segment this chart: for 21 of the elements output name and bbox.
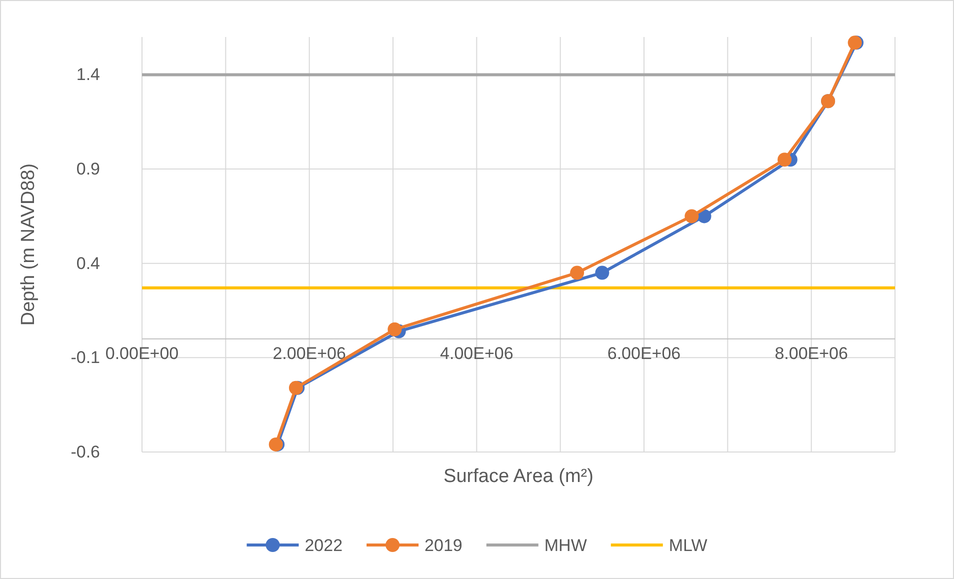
point: [684, 209, 699, 224]
y-tick-label: -0.6: [70, 442, 100, 462]
legend-label: MLW: [668, 536, 708, 555]
x-tick-label: 6.00E+06: [607, 344, 681, 363]
y-tick-label: 1.4: [76, 65, 100, 84]
y-tick-label: 0.4: [76, 254, 100, 273]
x-tick-label: 2.00E+06: [272, 344, 346, 363]
x-tick-label: 0.00E+00: [105, 344, 179, 363]
y-tick-label: -0.1: [70, 348, 100, 368]
y-axis-title: Depth (m NAVD88): [18, 163, 39, 326]
y-tick-label: 0.9: [76, 159, 100, 178]
x-axis-title: Surface Area (m²): [444, 466, 594, 487]
legend-label: MHW: [544, 536, 587, 555]
point: [778, 152, 792, 167]
x-tick-label: 8.00E+06: [774, 344, 848, 363]
legend-label: 2022: [304, 536, 343, 555]
point: [595, 266, 610, 280]
point: [388, 322, 402, 336]
x-tick-label: 4.00E+06: [440, 344, 514, 363]
point: [570, 266, 584, 280]
legend-label: 2019: [424, 536, 462, 555]
